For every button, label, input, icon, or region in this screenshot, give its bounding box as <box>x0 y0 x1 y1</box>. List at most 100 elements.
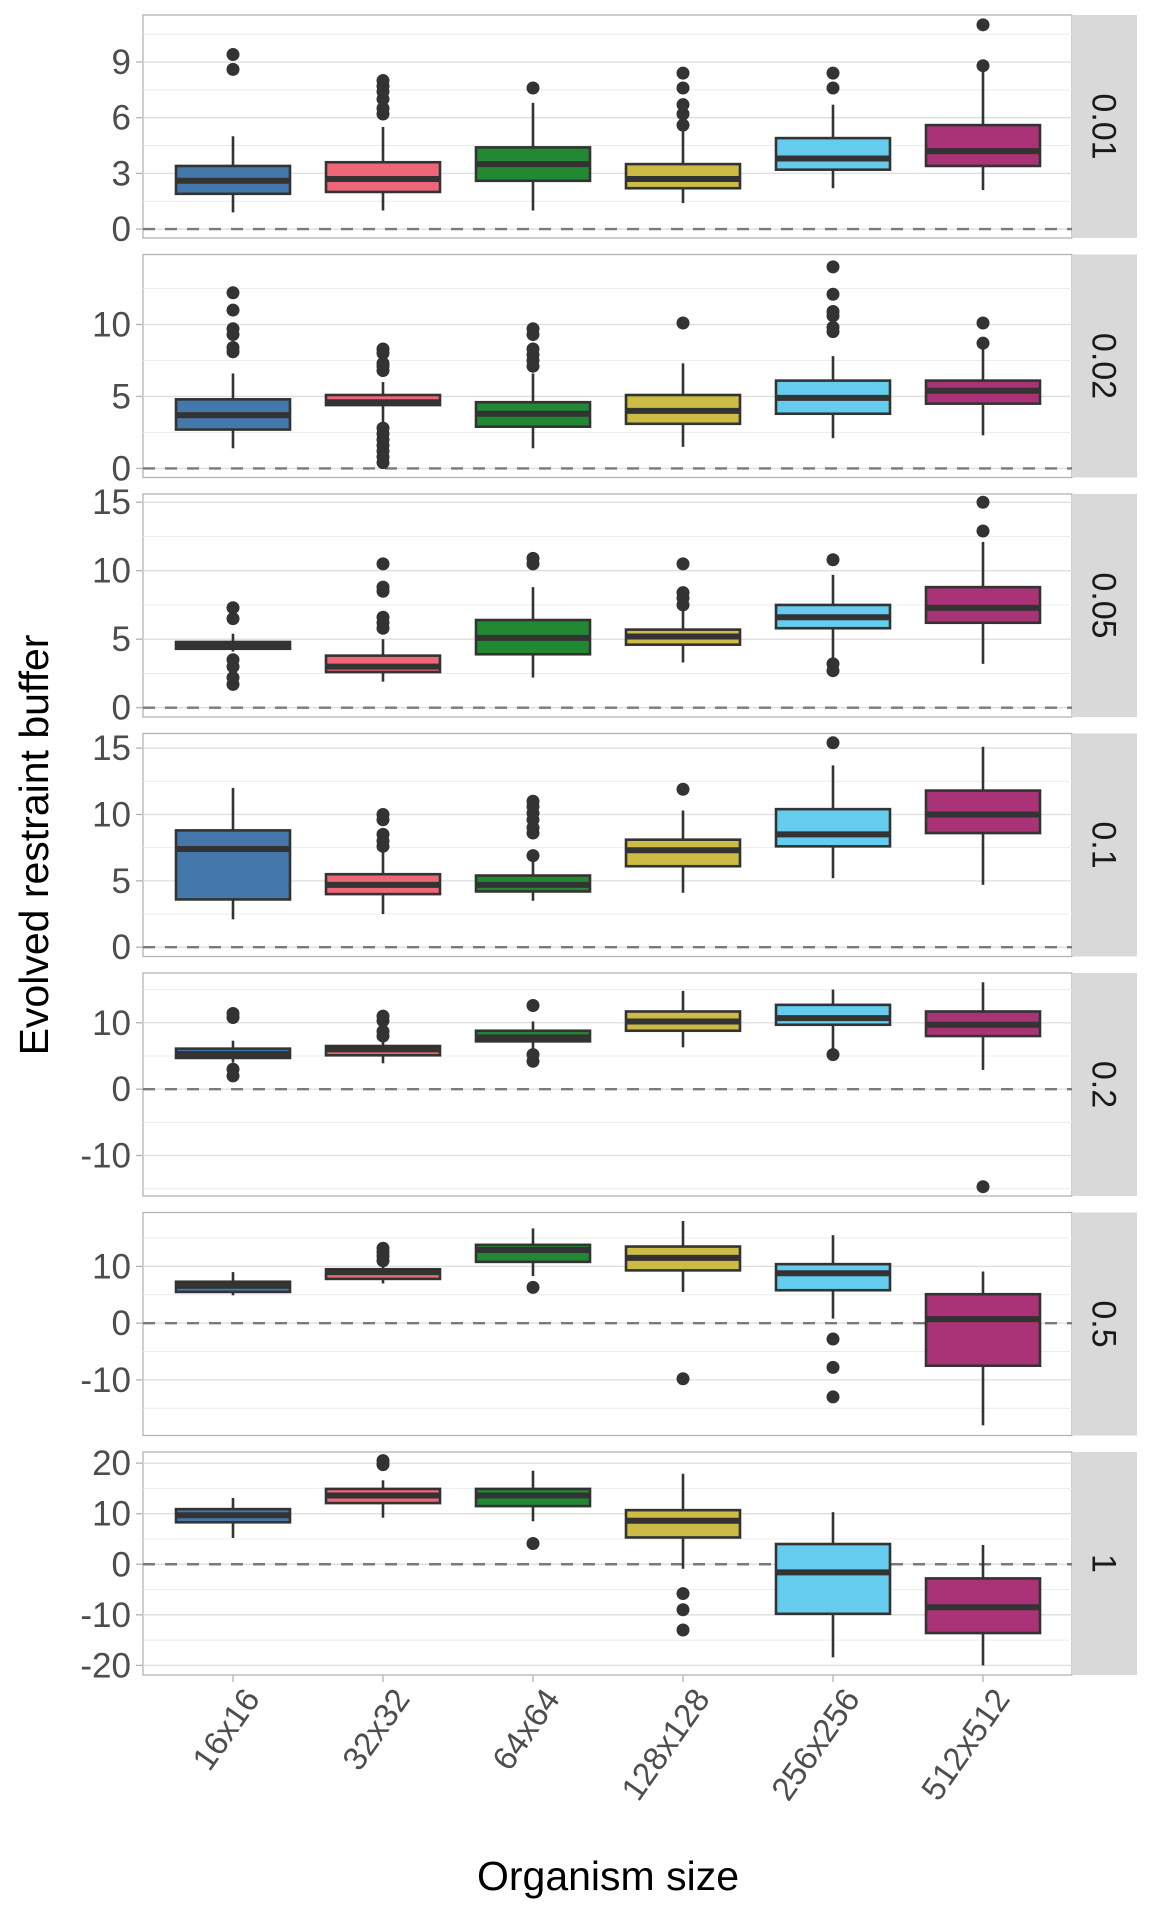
box-512x512 <box>924 1545 1042 1666</box>
outlier-point <box>676 66 690 80</box>
outlier-point <box>826 1390 840 1404</box>
box-512x512 <box>924 18 1042 191</box>
box-64x64 <box>474 1470 592 1551</box>
y-tick-label: 5 <box>112 862 131 901</box>
outlier-point <box>676 557 690 571</box>
y-tick-label: 6 <box>112 99 131 138</box>
outlier-point <box>676 316 690 330</box>
outlier-point <box>976 524 990 538</box>
y-tick-label: 5 <box>112 377 131 416</box>
box-128x128 <box>624 990 742 1048</box>
y-tick-label: 20 <box>92 1444 131 1483</box>
outlier-point <box>676 1587 690 1601</box>
x-axis-title: Organism size <box>477 1853 739 1899</box>
y-tick-label: -20 <box>80 1646 131 1685</box>
outlier-point <box>526 551 540 565</box>
box-256x256 <box>774 553 892 678</box>
outlier-point <box>376 356 390 370</box>
y-tick-label: 10 <box>92 552 131 591</box>
outlier-point <box>376 1024 390 1038</box>
iqr-box <box>624 1508 742 1539</box>
outlier-point <box>676 107 690 121</box>
iqr-box <box>774 807 892 848</box>
outlier-point <box>676 1372 690 1386</box>
outlier-point <box>226 601 240 615</box>
box-64x64 <box>474 999 592 1068</box>
outlier-point <box>526 81 540 95</box>
y-tick-label: 0 <box>112 210 131 249</box>
facet-strip <box>1072 1452 1137 1675</box>
box-256x256 <box>774 66 892 189</box>
outlier-point <box>376 342 390 356</box>
outlier-point <box>526 794 540 808</box>
y-tick-label: 0 <box>112 689 131 728</box>
outlier-point <box>226 62 240 76</box>
outlier-point <box>826 305 840 319</box>
iqr-box <box>174 829 292 901</box>
y-tick-label: 0 <box>112 1545 131 1584</box>
outlier-point <box>526 322 540 336</box>
box-16x16 <box>174 787 292 920</box>
iqr-box <box>924 123 1042 168</box>
panel-background <box>142 253 1073 479</box>
box-128x128 <box>624 782 742 893</box>
outlier-point <box>826 81 840 95</box>
box-512x512 <box>924 982 1042 1194</box>
y-tick-label: 0 <box>112 928 131 967</box>
outlier-point <box>226 286 240 300</box>
box-128x128 <box>624 1221 742 1386</box>
box-512x512 <box>924 316 1042 436</box>
iqr-box <box>774 1003 892 1027</box>
y-tick-label: 10 <box>92 1004 131 1043</box>
outlier-point <box>226 612 240 626</box>
outlier-point <box>226 322 240 336</box>
y-tick-label: -10 <box>80 1361 131 1400</box>
y-tick-label: 9 <box>112 43 131 82</box>
outlier-point <box>676 1623 690 1637</box>
x-tick-label: 32x32 <box>335 1682 417 1777</box>
outlier-point <box>826 1360 840 1374</box>
outlier-point <box>526 1048 540 1062</box>
box-128x128 <box>624 316 742 447</box>
box-16x16 <box>174 286 292 449</box>
x-tick-label: 512x512 <box>914 1682 1017 1807</box>
outlier-point <box>376 827 390 841</box>
y-tick-label: 15 <box>92 729 131 768</box>
outlier-point <box>526 849 540 863</box>
outlier-point <box>826 66 840 80</box>
facet-panel-0.02: 0 5 10 0.02 <box>92 253 1137 488</box>
box-32x32 <box>324 1009 442 1064</box>
facet-strip-label: 0.1 <box>1085 821 1123 868</box>
outlier-point <box>676 782 690 796</box>
x-axis-ticks: 16x16 32x32 64x64 128x128 256x256 512x512 <box>185 1675 1017 1807</box>
y-axis-title: Evolved restraint buffer <box>11 635 57 1056</box>
box-128x128 <box>624 66 742 204</box>
facet-strip-label: 0.5 <box>1085 1300 1123 1347</box>
x-tick-label: 64x64 <box>485 1682 567 1777</box>
panels: 03690.0105100.020510150.050510150.1-1001… <box>80 14 1137 1685</box>
y-tick-label: 0 <box>112 1070 131 1109</box>
outlier-point <box>676 118 690 132</box>
outlier-point <box>376 580 390 594</box>
outlier-point <box>226 671 240 685</box>
box-16x16 <box>174 601 292 691</box>
y-tick-label: 0 <box>112 1304 131 1343</box>
box-32x32 <box>324 342 442 470</box>
y-tick-label: 10 <box>92 1247 131 1286</box>
outlier-point <box>976 18 990 32</box>
outlier-point <box>826 260 840 274</box>
iqr-box <box>774 1262 892 1292</box>
box-64x64 <box>474 551 592 678</box>
outlier-point <box>226 653 240 667</box>
box-512x512 <box>924 746 1042 885</box>
facet-panel-0.05: 0 5 10 15 0.05 <box>92 483 1137 728</box>
facet-strip <box>1072 494 1137 717</box>
facet-strip-label: 0.01 <box>1085 93 1123 159</box>
x-tick-label: 128x128 <box>614 1682 717 1807</box>
y-tick-label: 3 <box>112 154 131 193</box>
iqr-box <box>924 1292 1042 1368</box>
x-tick-label: 256x256 <box>764 1682 867 1807</box>
y-tick-label: 15 <box>92 483 131 522</box>
box-16x16 <box>174 1272 292 1296</box>
y-tick-label: 5 <box>112 620 131 659</box>
